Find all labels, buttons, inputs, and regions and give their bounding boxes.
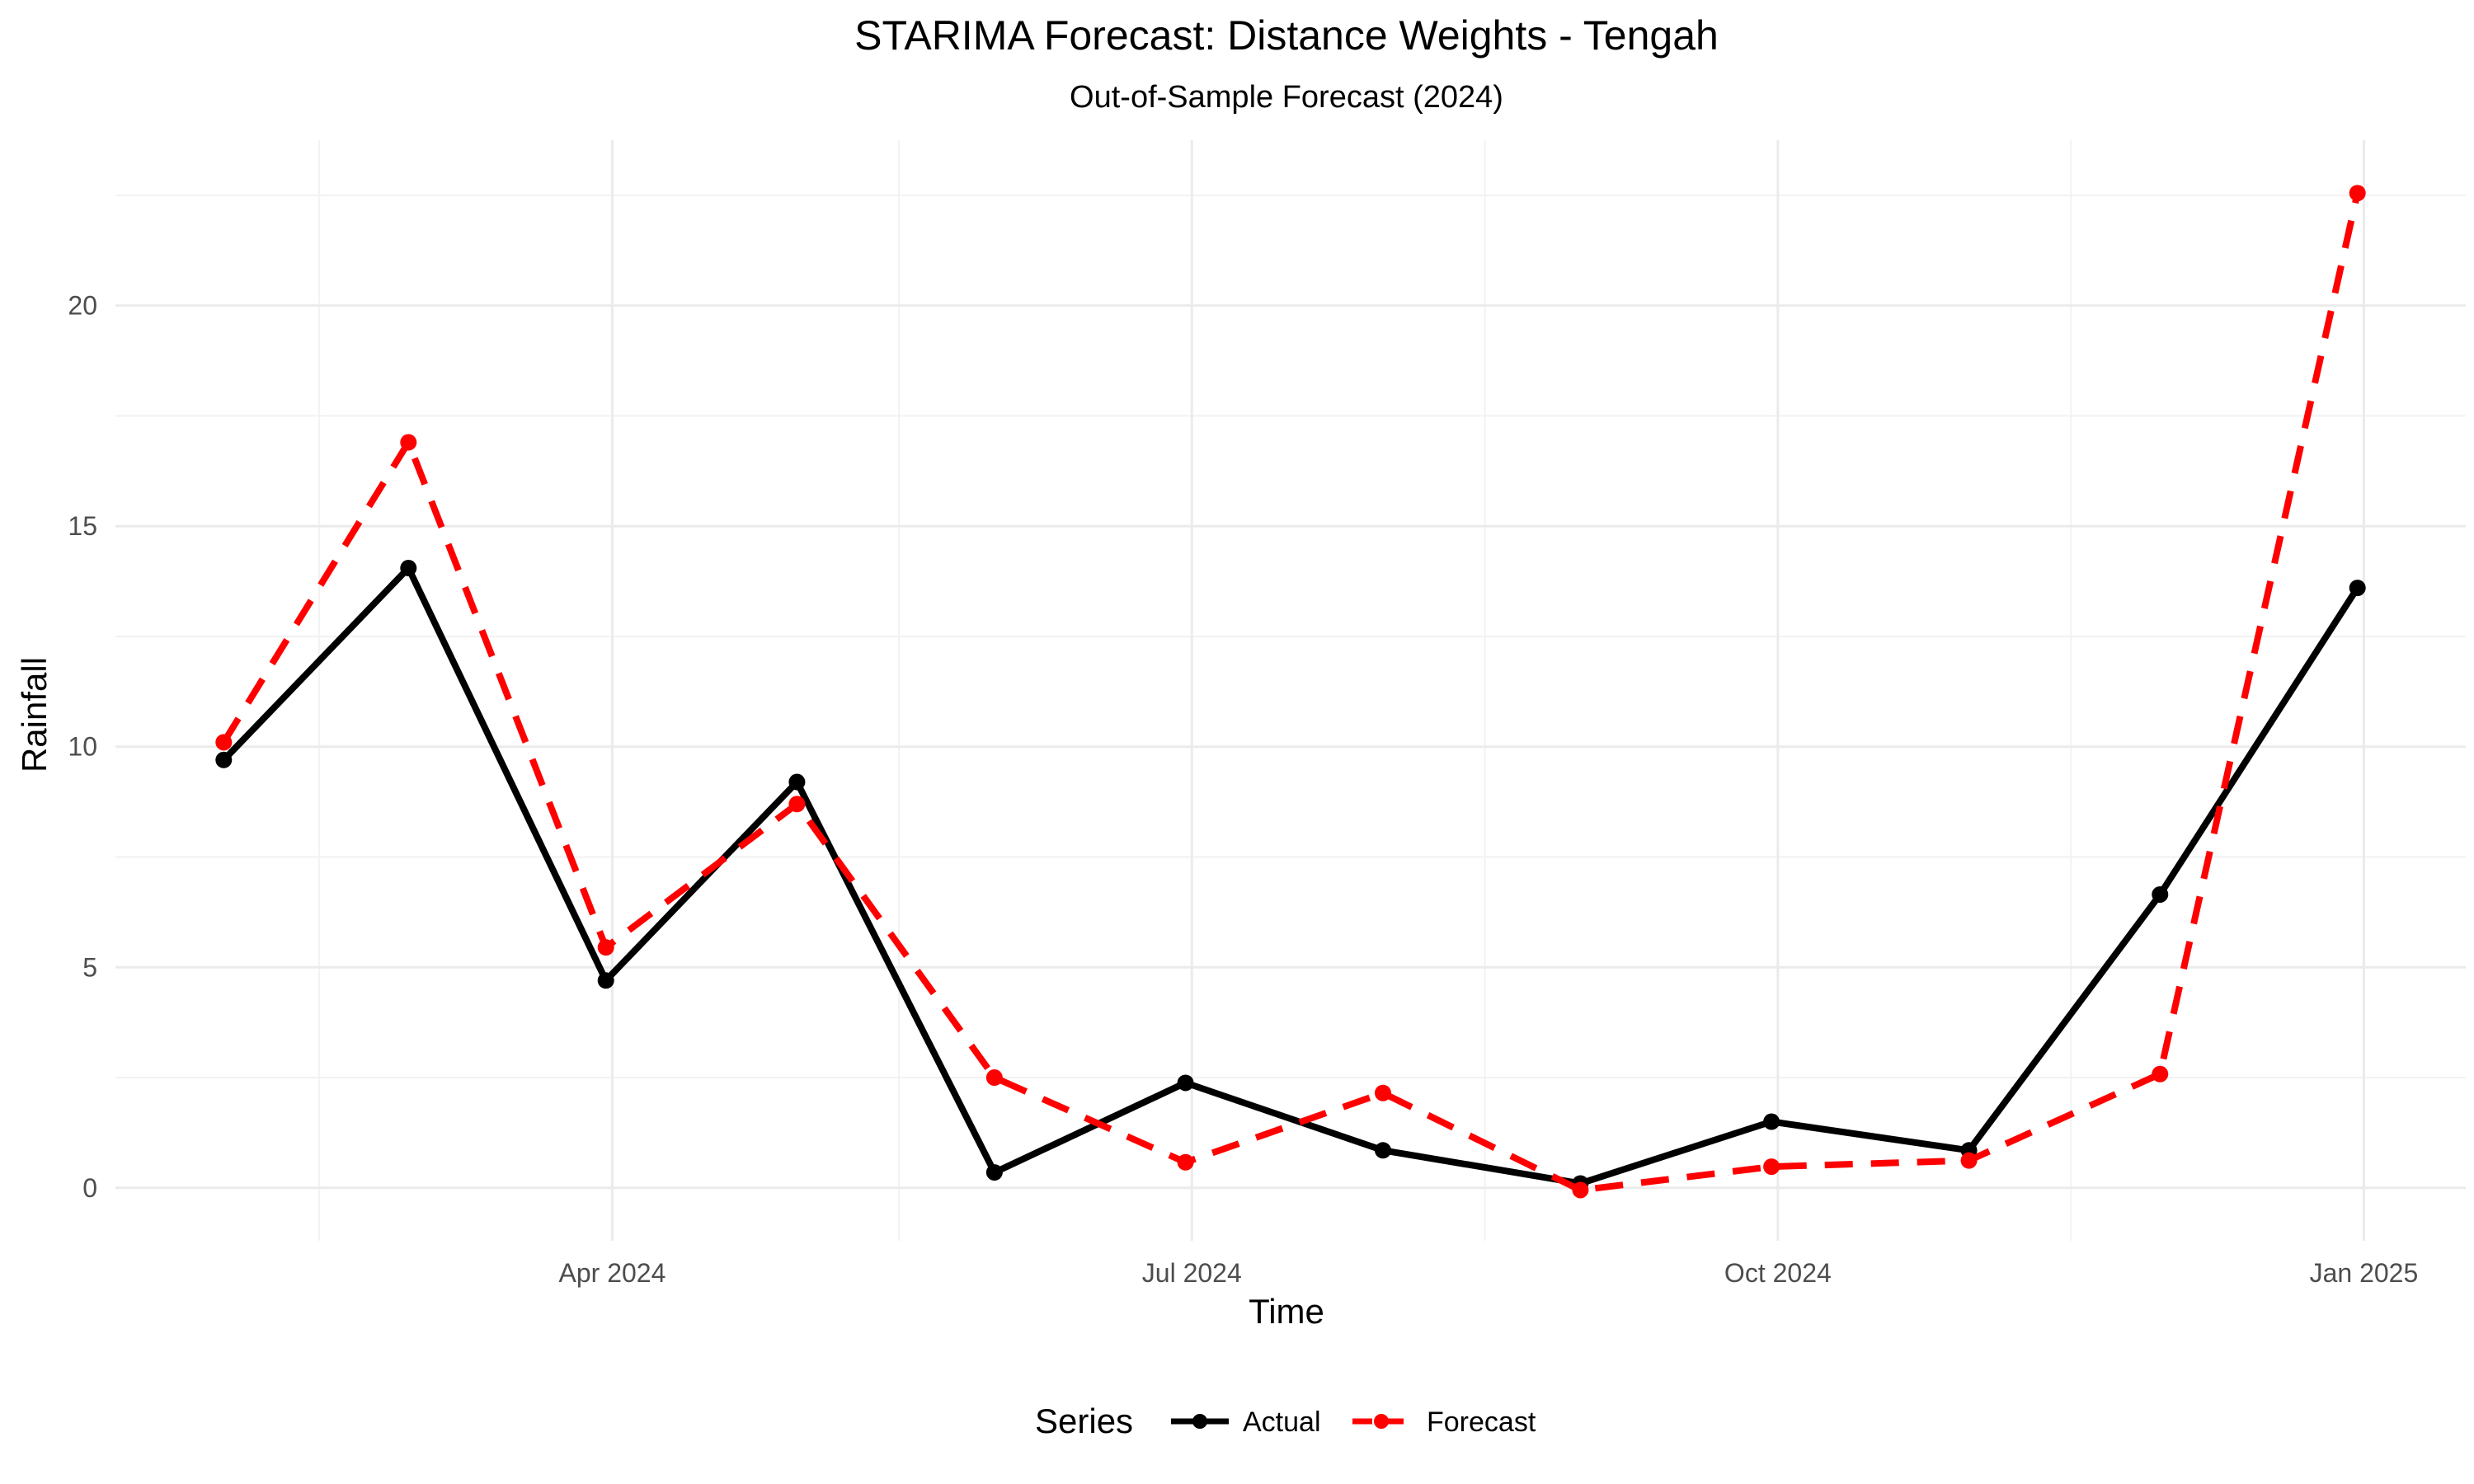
legend-item-actual: Actual — [1171, 1407, 1321, 1438]
data-point-forecast — [215, 734, 233, 751]
y-tick-label: 20 — [68, 291, 97, 321]
x-tick-label: Apr 2024 — [559, 1258, 666, 1288]
y-tick-label: 15 — [68, 511, 97, 541]
data-point-actual — [2349, 580, 2366, 597]
y-tick-label: 0 — [82, 1173, 97, 1203]
tick-labels: 0 5 10 15 20 Apr 2024 Jul 2024 Oct 2024 Jan 2025 — [68, 291, 2418, 1288]
data-point-forecast — [2349, 185, 2366, 202]
data-point-forecast — [597, 939, 614, 956]
chart-subtitle: Out-of-Sample Forecast (2024) — [1070, 80, 1503, 115]
data-point-forecast — [1572, 1181, 1589, 1199]
data-point-forecast — [788, 796, 806, 813]
legend-title: Series — [1035, 1402, 1133, 1440]
data-point-actual — [1763, 1113, 1780, 1130]
data-point-forecast — [1374, 1084, 1391, 1101]
data-point-actual — [1177, 1074, 1194, 1092]
x-axis-title: Time — [1249, 1292, 1324, 1331]
legend-label-actual: Actual — [1243, 1407, 1321, 1438]
series-line-actual — [221, 565, 2361, 1187]
data-point-forecast — [1960, 1152, 1978, 1169]
legend: Series Actual Forecast — [1035, 1402, 1536, 1440]
x-tick-label: Jan 2025 — [2310, 1258, 2419, 1288]
x-tick-label: Jul 2024 — [1142, 1258, 1242, 1288]
y-axis-title: Rainfall — [15, 657, 54, 773]
y-tick-label: 5 — [82, 952, 97, 982]
y-tick-label: 10 — [68, 732, 97, 762]
series-line-forecast — [220, 192, 2361, 1194]
legend-key-actual-point — [1192, 1414, 1207, 1429]
data-point-forecast — [1177, 1153, 1194, 1171]
chart-title: STARIMA Forecast: Distance Weights - Ten… — [854, 12, 1719, 59]
data-point-actual — [788, 773, 806, 791]
data-point-actual — [985, 1164, 1003, 1181]
data-point-forecast — [2152, 1065, 2169, 1082]
data-point-forecast — [985, 1069, 1003, 1087]
x-tick-label: Oct 2024 — [1724, 1258, 1832, 1288]
data-point-actual — [2152, 885, 2169, 903]
data-point-actual — [597, 972, 614, 989]
legend-label-forecast: Forecast — [1427, 1407, 1536, 1438]
grid — [115, 140, 2466, 1241]
series-layer — [215, 185, 2366, 1199]
data-point-actual — [400, 560, 417, 577]
data-point-actual — [1374, 1142, 1391, 1159]
legend-item-forecast: Forecast — [1352, 1407, 1536, 1438]
data-point-forecast — [1763, 1158, 1780, 1176]
data-point-forecast — [400, 434, 417, 451]
data-point-actual — [215, 751, 233, 768]
legend-key-forecast-point — [1374, 1414, 1389, 1429]
